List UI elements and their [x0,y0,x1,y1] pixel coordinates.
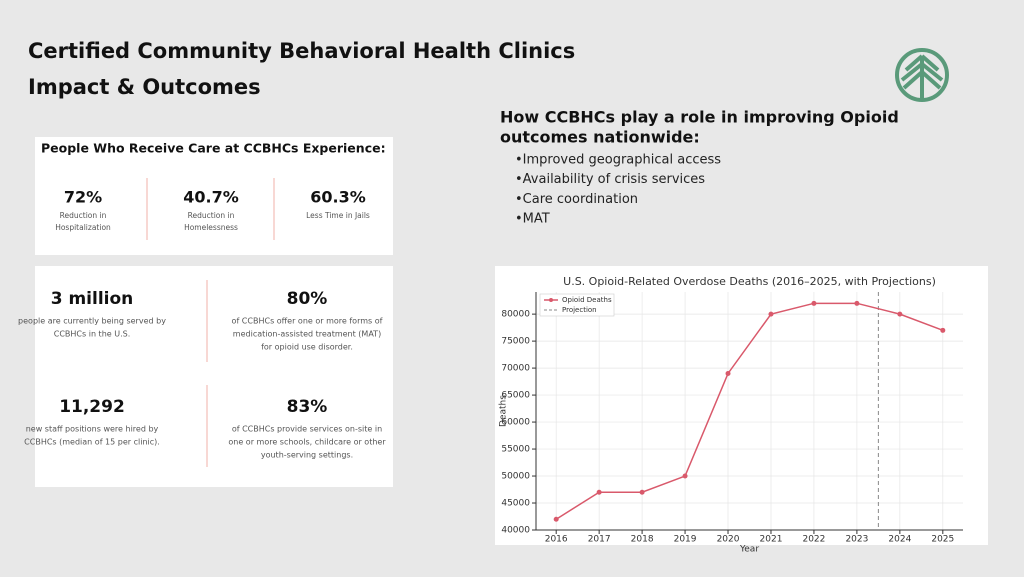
bullet: •Availability of crisis services [515,172,705,187]
point [768,311,774,317]
x-tick-label: 2025 [931,535,954,545]
stat-label: Reduction in [60,211,107,220]
x-tick-label: 2016 [545,535,568,545]
y-tick-label: 75000 [501,337,530,347]
stat-label: people are currently being served by [18,317,166,326]
card-heading: People Who Receive Care at CCBHCs Experi… [41,141,386,156]
y-tick-label: 80000 [501,310,530,320]
stat-label: of CCBHCs provide services on-site in [232,425,382,434]
x-tick-label: 2018 [631,535,654,545]
point [682,473,688,479]
stat-value: 40.7% [183,188,239,207]
stat-label: of CCBHCs offer one or more forms of [232,317,383,326]
stat-value: 60.3% [310,188,366,207]
title: Impact & Outcomes [28,75,261,99]
point [725,370,731,376]
stat-label: Reduction in [188,211,235,220]
stat-label: CCBHCs in the U.S. [54,330,131,339]
x-axis-label: Year [739,545,759,555]
point [639,489,645,495]
title: Certified Community Behavioral Health Cl… [28,39,575,63]
point [854,300,860,306]
x-tick-label: 2019 [674,535,697,545]
legend-label: Opioid Deaths [562,296,612,304]
bullet: •Care coordination [515,192,638,207]
stat-value: 72% [64,188,102,207]
bullet: •MAT [515,212,550,227]
y-tick-label: 65000 [501,391,530,401]
y-tick-label: 55000 [501,445,530,455]
stat-value: 11,292 [59,397,125,417]
stat-value: 3 million [51,289,134,309]
line [555,302,944,520]
point [596,489,602,495]
legend-box [539,293,615,317]
y-tick-label: 60000 [501,418,530,428]
stat-label: youth-serving settings. [261,451,353,460]
chart-title: U.S. Opioid-Related Overdose Deaths (201… [563,275,936,288]
legend-label: Projection [562,306,597,314]
y-tick-label: 70000 [501,364,530,374]
y-tick-label: 45000 [501,499,530,509]
y-tick-label: 50000 [501,472,530,482]
section-heading: outcomes nationwide: [500,128,700,147]
bullet: •Improved geographical access [515,153,721,168]
stat-value: 83% [287,397,328,417]
point [553,516,559,522]
stat-label: new staff positions were hired by [26,425,159,434]
stat-value: 80% [287,289,328,309]
section-heading: How CCBHCs play a role in improving Opio… [500,108,899,127]
y-axis-label: Deaths [499,395,509,427]
stat-label: medication-assisted treatment (MAT) [233,330,381,339]
x-tick-label: 2024 [888,535,911,545]
y-tick-label: 40000 [501,526,530,536]
point [940,327,946,333]
stat-label: for opioid use disorder. [261,343,353,352]
card [35,266,393,487]
stat-label: Homelessness [184,223,238,232]
card [35,137,393,255]
legend-swatch [549,298,553,302]
stat-label: Less Time in Jails [306,211,370,220]
x-tick-label: 2022 [802,535,825,545]
stat-label: CCBHCs (median of 15 per clinic). [24,438,160,447]
x-tick-label: 2020 [717,535,740,545]
stat-label: Hospitalization [55,223,111,232]
x-tick-label: 2021 [760,535,783,545]
x-tick-label: 2017 [588,535,611,545]
point [811,300,817,306]
logo [895,48,949,102]
point [897,311,903,317]
x-tick-label: 2023 [845,535,868,545]
stat-label: one or more schools, childcare or other [228,438,386,447]
